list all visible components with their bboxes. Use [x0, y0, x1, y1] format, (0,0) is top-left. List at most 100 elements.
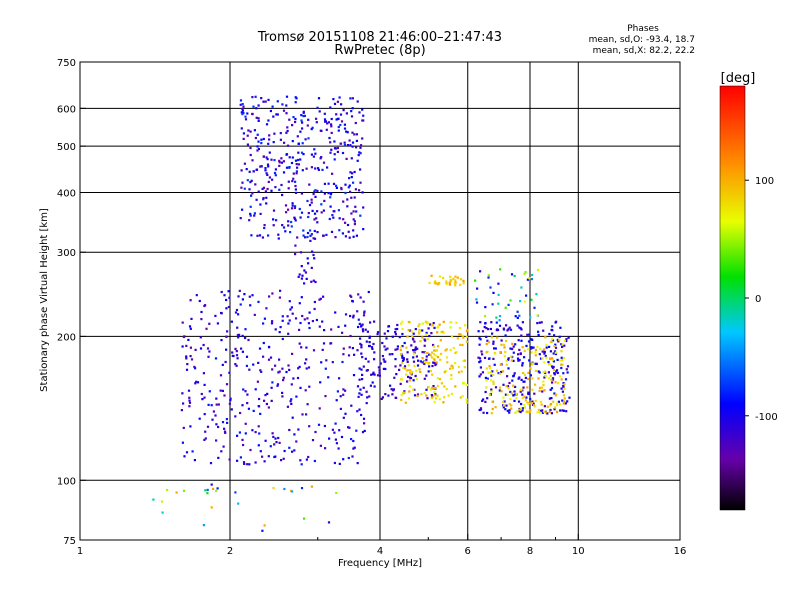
data-point — [329, 151, 332, 154]
data-point — [360, 325, 363, 328]
data-point — [313, 218, 316, 221]
data-point — [300, 296, 303, 299]
data-point — [280, 459, 283, 462]
data-point — [237, 313, 240, 316]
data-point — [445, 388, 448, 391]
data-point — [420, 393, 423, 396]
data-point — [241, 181, 244, 184]
data-point — [285, 211, 288, 214]
data-point — [215, 489, 218, 492]
data-point — [260, 165, 263, 168]
data-point — [434, 386, 437, 390]
data-point — [240, 169, 243, 172]
data-point — [288, 319, 291, 322]
data-point — [363, 310, 366, 313]
data-point — [352, 316, 355, 319]
data-point — [311, 320, 314, 323]
data-point — [360, 393, 363, 396]
data-point — [430, 394, 433, 397]
data-point — [391, 353, 394, 356]
data-point — [491, 332, 494, 335]
data-point — [290, 161, 294, 165]
data-point — [295, 395, 298, 398]
data-point — [412, 332, 415, 335]
data-point — [352, 374, 356, 377]
data-point — [227, 290, 230, 293]
data-point — [242, 137, 245, 140]
data-point — [384, 367, 387, 371]
data-point — [391, 335, 394, 338]
x-tick-label: 8 — [527, 546, 533, 557]
data-point — [559, 326, 562, 329]
data-point — [289, 231, 292, 234]
data-point — [565, 339, 568, 343]
data-point — [234, 311, 238, 314]
data-point — [291, 204, 294, 207]
data-point — [323, 118, 327, 121]
data-point — [332, 210, 335, 213]
data-point — [293, 206, 296, 210]
data-point — [554, 406, 557, 409]
data-point — [519, 300, 522, 303]
data-point — [481, 353, 484, 356]
data-point — [534, 399, 537, 402]
data-point — [337, 325, 340, 328]
data-point — [235, 308, 239, 312]
data-point — [567, 336, 570, 339]
data-point — [438, 398, 441, 401]
data-point — [396, 348, 399, 351]
data-point — [538, 386, 542, 389]
data-point — [417, 359, 420, 362]
data-point — [534, 354, 537, 357]
data-point — [371, 373, 375, 376]
data-point — [340, 188, 343, 191]
data-point — [181, 345, 184, 348]
data-point — [234, 491, 237, 494]
data-point — [225, 383, 229, 386]
data-point — [502, 404, 505, 407]
data-point — [504, 306, 507, 309]
data-point — [301, 121, 304, 124]
data-point — [520, 286, 523, 289]
data-point — [325, 359, 328, 362]
data-point — [390, 388, 393, 391]
data-point — [504, 393, 507, 396]
data-point — [257, 405, 260, 408]
data-point — [403, 365, 407, 368]
data-point — [413, 364, 416, 367]
data-point — [551, 339, 555, 342]
data-point — [313, 212, 317, 215]
data-point — [282, 379, 285, 382]
data-point — [254, 461, 257, 464]
data-point — [237, 336, 240, 339]
data-point — [260, 138, 263, 141]
data-point — [433, 349, 436, 352]
data-point — [330, 123, 333, 126]
data-point — [372, 371, 375, 374]
data-point — [342, 347, 345, 350]
data-point — [534, 369, 537, 372]
data-point — [421, 361, 424, 364]
data-point — [189, 299, 192, 302]
data-point — [518, 408, 521, 411]
data-point — [479, 360, 482, 363]
data-point — [499, 363, 502, 366]
data-point — [373, 351, 376, 354]
data-point — [520, 402, 523, 406]
data-point — [198, 299, 201, 303]
data-point — [351, 107, 354, 110]
data-point — [201, 398, 204, 401]
data-point — [280, 183, 283, 187]
data-point — [418, 328, 421, 332]
data-point — [249, 304, 252, 307]
data-point — [462, 279, 465, 282]
data-point — [489, 371, 492, 374]
data-point — [530, 278, 533, 281]
data-point — [200, 310, 203, 314]
data-point — [525, 344, 528, 347]
data-point — [287, 332, 290, 335]
data-point — [267, 455, 270, 458]
data-point — [207, 355, 210, 358]
data-point — [299, 130, 302, 133]
data-point — [479, 407, 483, 410]
